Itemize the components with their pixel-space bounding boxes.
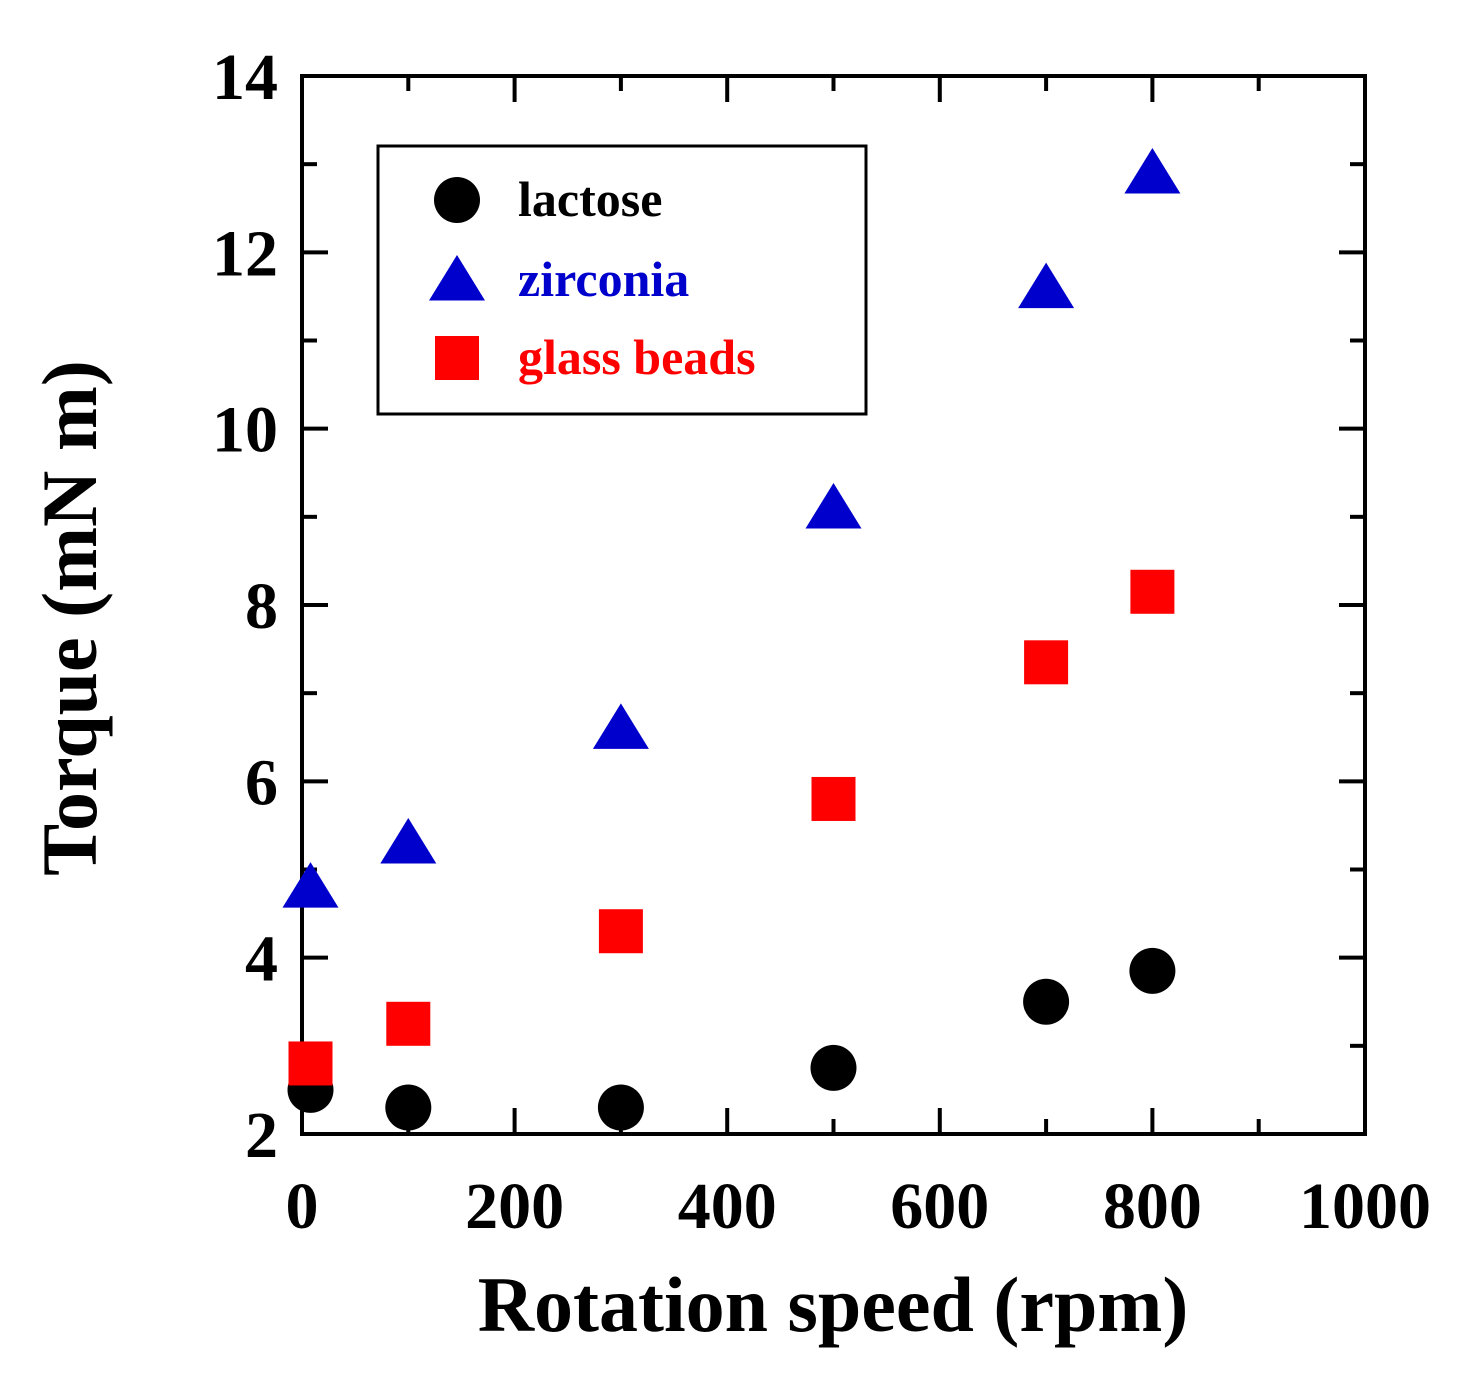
x-tick-label: 600 bbox=[890, 1170, 989, 1243]
y-tick-label: 2 bbox=[245, 1099, 278, 1172]
legend-label: lactose bbox=[518, 171, 662, 227]
x-tick-label: 0 bbox=[286, 1170, 319, 1243]
square-point bbox=[288, 1041, 333, 1086]
legend-label: glass beads bbox=[518, 329, 756, 385]
x-tick-label: 400 bbox=[678, 1170, 777, 1243]
triangle-point bbox=[1018, 262, 1075, 309]
x-tick-label: 1000 bbox=[1299, 1170, 1431, 1243]
x-tick-label: 800 bbox=[1103, 1170, 1202, 1243]
y-axis-title: Torque (mN m) bbox=[26, 360, 113, 876]
circle-point bbox=[810, 1044, 857, 1091]
series-glass-beads bbox=[288, 569, 1175, 1086]
circle-point bbox=[385, 1084, 432, 1131]
square-point bbox=[598, 909, 643, 954]
legend-entry: glass beads bbox=[435, 329, 756, 385]
circle-point bbox=[1023, 978, 1070, 1025]
triangle-point bbox=[380, 818, 437, 864]
legend-label: zirconia bbox=[518, 251, 689, 307]
triangle-point bbox=[282, 862, 339, 908]
x-tick-label: 200 bbox=[465, 1170, 564, 1243]
series-zirconia bbox=[282, 147, 1181, 908]
y-tick-label: 4 bbox=[245, 923, 278, 996]
square-point bbox=[1024, 640, 1069, 685]
legend-items: lactose zirconia glass beads bbox=[429, 171, 756, 385]
ticks bbox=[300, 74, 1367, 1136]
triangle-point bbox=[1124, 147, 1181, 194]
legend-entry: lactose bbox=[434, 171, 662, 227]
y-tick-label: 10 bbox=[212, 394, 278, 467]
y-tick-label: 14 bbox=[212, 41, 278, 114]
circle-point bbox=[1129, 947, 1176, 994]
legend: lactose zirconia glass beads bbox=[376, 144, 868, 416]
y-tick-label: 12 bbox=[212, 217, 278, 290]
legend-marker bbox=[434, 177, 480, 223]
y-tick-label: 8 bbox=[245, 570, 278, 643]
square-point bbox=[1130, 569, 1175, 614]
y-tick-label: 6 bbox=[245, 746, 278, 819]
legend-entry: zirconia bbox=[429, 251, 689, 307]
triangle-point bbox=[805, 483, 862, 529]
legend-marker bbox=[429, 255, 485, 301]
x-axis-title: Rotation speed (rpm) bbox=[478, 1261, 1189, 1348]
circle-point bbox=[597, 1084, 644, 1131]
triangle-point bbox=[592, 703, 649, 749]
square-point bbox=[811, 776, 856, 821]
tick-labels: 0 200 400 600 800 1000 2 4 6 8 10 12 14 bbox=[212, 41, 1431, 1243]
data-points bbox=[282, 147, 1181, 1131]
legend-marker bbox=[435, 336, 479, 380]
square-point bbox=[386, 1001, 431, 1046]
